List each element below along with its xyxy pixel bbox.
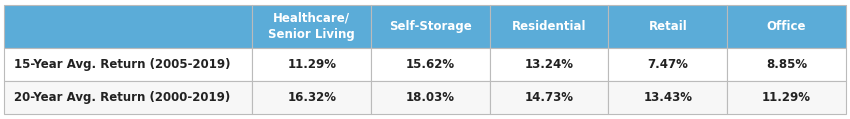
Text: 18.03%: 18.03% xyxy=(406,91,455,104)
Text: Retail: Retail xyxy=(649,20,687,33)
Bar xyxy=(609,81,727,114)
Text: 8.85%: 8.85% xyxy=(766,58,807,71)
Bar xyxy=(727,5,846,48)
Bar xyxy=(4,48,252,81)
Bar xyxy=(727,81,846,114)
Text: 13.24%: 13.24% xyxy=(524,58,574,71)
Text: Residential: Residential xyxy=(512,20,586,33)
Text: 11.29%: 11.29% xyxy=(287,58,337,71)
Text: 20-Year Avg. Return (2000-2019): 20-Year Avg. Return (2000-2019) xyxy=(14,91,230,104)
Text: 15-Year Avg. Return (2005-2019): 15-Year Avg. Return (2005-2019) xyxy=(14,58,231,71)
Text: Healthcare/
Senior Living: Healthcare/ Senior Living xyxy=(269,12,355,41)
Bar xyxy=(252,5,371,48)
Bar xyxy=(490,81,609,114)
Text: Office: Office xyxy=(767,20,806,33)
Bar xyxy=(609,5,727,48)
Text: 7.47%: 7.47% xyxy=(648,58,689,71)
Bar xyxy=(252,48,371,81)
Bar xyxy=(4,5,252,48)
Text: 13.43%: 13.43% xyxy=(643,91,692,104)
Bar xyxy=(490,48,609,81)
Text: 11.29%: 11.29% xyxy=(762,91,811,104)
Bar xyxy=(490,5,609,48)
Text: 16.32%: 16.32% xyxy=(287,91,337,104)
Text: Self-Storage: Self-Storage xyxy=(389,20,472,33)
Bar xyxy=(371,48,490,81)
Bar xyxy=(371,81,490,114)
Text: 14.73%: 14.73% xyxy=(524,91,574,104)
Bar xyxy=(4,81,252,114)
Bar xyxy=(609,48,727,81)
Bar xyxy=(371,5,490,48)
Text: 15.62%: 15.62% xyxy=(406,58,455,71)
Bar xyxy=(252,81,371,114)
Bar xyxy=(727,48,846,81)
